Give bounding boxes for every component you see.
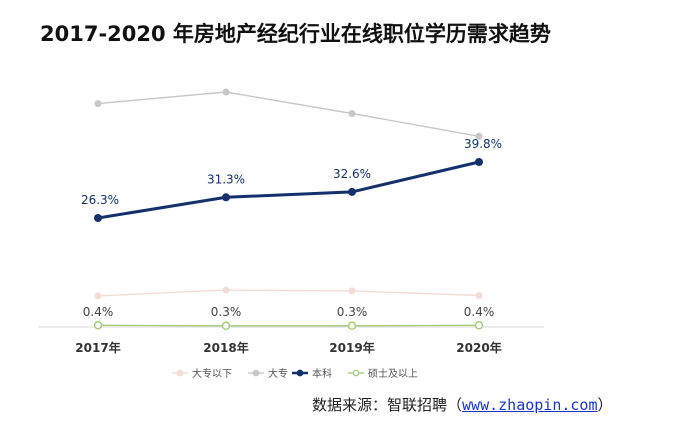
x-tick-label: 2019年 <box>329 340 374 355</box>
data-label: 0.3% <box>337 305 368 319</box>
legend-swatch-marker <box>252 369 260 377</box>
series-0 <box>94 286 483 300</box>
data-label: 0.4% <box>464 305 495 319</box>
data-point <box>94 292 102 300</box>
data-label: 39.8% <box>464 137 502 151</box>
data-point <box>347 321 357 331</box>
legend-item: 本科 <box>292 367 332 380</box>
chart-title: 2017-2020 年房地产经纪行业在线职位学历需求趋势 <box>40 22 551 46</box>
data-point <box>475 158 483 166</box>
legend-swatch-marker <box>176 369 184 377</box>
source-url-link[interactable]: www.zhaopin.com <box>462 396 598 414</box>
data-point <box>94 214 102 222</box>
data-point <box>475 132 483 140</box>
data-label: 32.6% <box>333 167 371 181</box>
series-line <box>97 160 480 220</box>
legend-item: 大专 <box>248 367 288 380</box>
data-point <box>93 321 103 330</box>
legend-label: 本科 <box>312 367 332 380</box>
data-label-layer: 26.3% 31.3% 32.6% 39.8% 0.4% 0.3% 0.3% 0.4% <box>81 137 502 319</box>
legend-item: 硕士及以上 <box>348 367 418 380</box>
series-3 <box>93 321 484 331</box>
data-label: 31.3% <box>207 172 245 186</box>
source-prefix: 数据来源：智联招聘（ <box>312 396 463 414</box>
data-point <box>222 88 230 96</box>
series-line <box>97 91 480 137</box>
legend-label: 大专 <box>268 367 288 380</box>
data-point <box>94 100 102 108</box>
series-2 <box>94 158 483 222</box>
data-point <box>222 193 230 202</box>
data-point <box>221 321 231 331</box>
data-point <box>222 286 230 294</box>
x-tick-label: 2018年 <box>203 340 248 355</box>
legend-swatch-marker <box>352 369 360 377</box>
source-suffix: ） <box>597 396 613 414</box>
series-layer <box>93 88 484 331</box>
data-point <box>348 110 356 117</box>
data-source-note: 数据来源：智联招聘（www.zhaopin.com） <box>312 394 613 415</box>
legend-swatch-marker <box>296 369 304 377</box>
legend-item: 大专以下 <box>172 367 232 380</box>
legend: 大专以下 大专 本科 硕士及以上 <box>172 367 418 380</box>
legend-label: 硕士及以上 <box>368 367 418 380</box>
x-tick-label: 2017年 <box>75 340 120 355</box>
series-1 <box>94 88 483 140</box>
data-label: 26.3% <box>81 193 119 207</box>
data-label: 0.3% <box>211 305 242 319</box>
data-point <box>474 321 484 330</box>
data-point <box>475 292 483 299</box>
data-label: 0.4% <box>83 305 114 319</box>
data-point <box>348 187 356 196</box>
x-tick-label: 2020年 <box>456 340 501 355</box>
x-tick-layer: 2017年 2018年 2019年 2020年 <box>75 340 501 355</box>
series-line <box>97 289 480 297</box>
data-point <box>348 287 356 295</box>
series-line <box>97 324 480 327</box>
legend-label: 大专以下 <box>192 367 232 380</box>
